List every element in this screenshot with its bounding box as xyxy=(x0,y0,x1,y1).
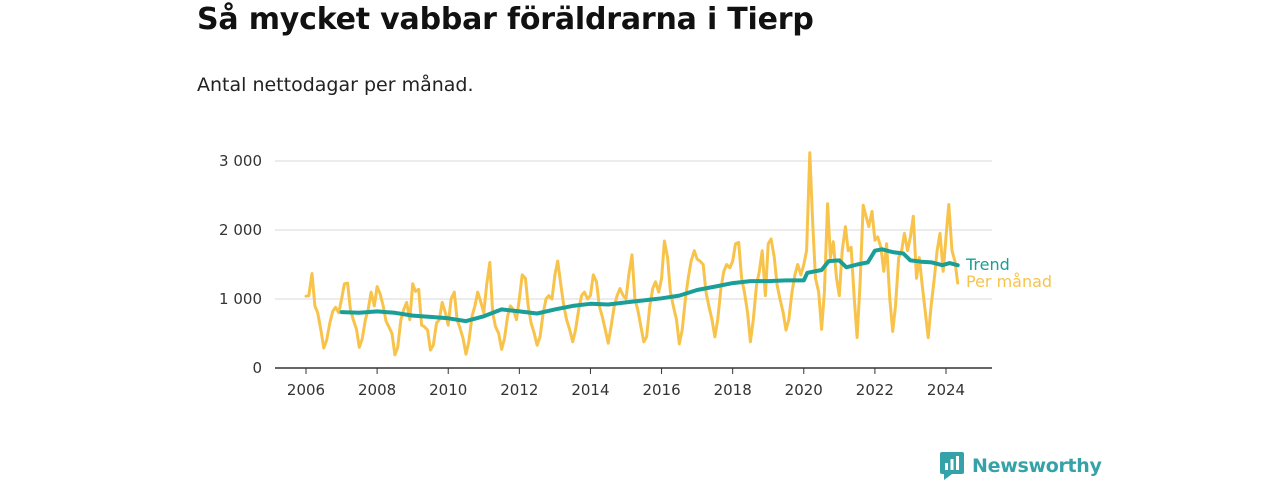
series-label-trend: Trend xyxy=(965,255,1010,274)
x-tick-label: 2008 xyxy=(358,381,396,399)
series-label-per-manad: Per månad xyxy=(966,272,1052,291)
x-tick-label: 2018 xyxy=(714,381,752,399)
x-tick-label: 2024 xyxy=(927,381,965,399)
y-tick-label: 2 000 xyxy=(219,221,262,239)
x-tick-label: 2020 xyxy=(785,381,823,399)
x-tick-label: 2012 xyxy=(500,381,538,399)
x-tick-label: 2014 xyxy=(571,381,609,399)
newsworthy-logo-text: Newsworthy xyxy=(972,455,1102,477)
series-line-per-m-nad xyxy=(304,151,960,357)
series-lines xyxy=(304,151,960,357)
series-line-trend xyxy=(339,247,960,324)
x-tick-label: 2022 xyxy=(856,381,894,399)
x-axis-ticks: 2006 2008 2010 2012 2014 2016 2018 2020 2022 2024 xyxy=(287,368,965,399)
newsworthy-logo[interactable]: Newsworthy xyxy=(940,452,1102,480)
x-tick-label: 2016 xyxy=(642,381,680,399)
y-axis-ticks: 0 1 000 2 000 3 000 xyxy=(219,152,262,377)
newsworthy-logo-icon xyxy=(940,452,964,480)
x-tick-label: 2010 xyxy=(429,381,467,399)
x-tick-label: 2006 xyxy=(287,381,325,399)
y-tick-label: 1 000 xyxy=(219,290,262,308)
chart-subtitle: Antal nettodagar per månad. xyxy=(197,74,474,96)
y-tick-label: 3 000 xyxy=(219,152,262,170)
chart-title: Så mycket vabbar föräldrarna i Tierp xyxy=(197,2,814,37)
y-tick-label: 0 xyxy=(252,359,262,377)
